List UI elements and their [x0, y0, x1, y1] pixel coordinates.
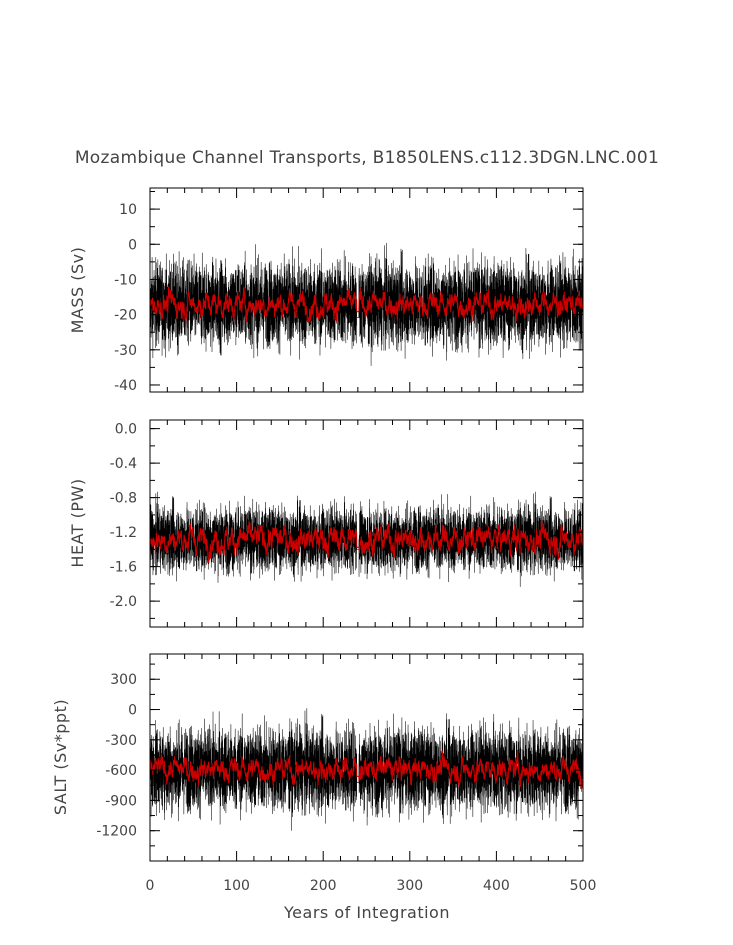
salt-smoothed-series: [150, 749, 583, 789]
salt-y-tick-label: -600: [105, 763, 137, 779]
mass-y-tick-label: -30: [114, 343, 137, 359]
salt-plot-frame: [149, 653, 584, 862]
heat-series-layer: [150, 491, 583, 587]
salt-y-tick-label: 0: [128, 703, 137, 719]
mass-y-tick-label: 0: [128, 237, 137, 253]
panel-mass: 10 0 -10 -20 -30 -40 MASS (Sv): [68, 187, 584, 394]
chart-title: Mozambique Channel Transports, B1850LENS…: [75, 148, 659, 168]
salt-monthly-series: [150, 708, 583, 831]
mass-y-tick-label: -40: [114, 378, 137, 394]
x-tick-label: 100: [223, 878, 250, 894]
salt-y-tick-label: -900: [105, 793, 137, 809]
mass-y-tick-label: -10: [114, 272, 137, 288]
salt-y-tick-label: -300: [105, 733, 137, 749]
heat-y-tick-label: 0.0: [115, 422, 137, 438]
heat-plot-frame: [149, 419, 584, 628]
x-tick-label: 0: [146, 878, 155, 894]
mass-monthly-series: [150, 242, 583, 366]
mass-smoothed-series: [150, 286, 583, 323]
panel-salt: 300 0 -300 -600 -900 -1200 SALT (Sv*ppt): [51, 653, 584, 862]
mass-y-axis-label: MASS (Sv): [68, 247, 87, 334]
x-tick-label: 200: [310, 878, 337, 894]
salt-ticks-layer: 300 0 -300 -600 -900 -1200: [96, 654, 584, 862]
heat-y-tick-label: -2.0: [110, 594, 137, 610]
heat-y-tick-label: -0.8: [110, 491, 137, 507]
heat-y-axis-label: HEAT (PW): [68, 478, 87, 567]
mass-ticks-layer: 10 0 -10 -20 -30 -40: [114, 188, 584, 394]
mass-y-tick-label: -20: [114, 308, 137, 324]
mass-y-tick-label: 10: [119, 202, 137, 218]
heat-smoothed-series: [150, 519, 583, 563]
heat-y-tick-label: -0.4: [110, 456, 137, 472]
salt-series-layer: [150, 708, 583, 831]
heat-y-tick-label: -1.6: [110, 560, 137, 576]
x-tick-label: 500: [570, 878, 597, 894]
mass-series-layer: [150, 242, 583, 366]
x-tick-label: 400: [483, 878, 510, 894]
salt-y-tick-label: 300: [110, 672, 137, 688]
x-tick-label: 300: [396, 878, 423, 894]
heat-ticks-layer: 0.0 -0.4 -0.8 -1.2 -1.6 -2.0: [110, 420, 584, 627]
salt-y-tick-label: -1200: [96, 824, 137, 840]
heat-y-tick-label: -1.2: [110, 525, 137, 541]
salt-y-axis-label: SALT (Sv*ppt): [51, 699, 70, 815]
mass-plot-frame: [149, 187, 584, 393]
heat-monthly-series: [150, 491, 583, 587]
x-axis-label: Years of Integration: [283, 903, 450, 922]
panel-heat: 0.0 -0.4 -0.8 -1.2 -1.6 -2.0 HEAT (PW): [68, 419, 584, 628]
x-axis-tick-labels: 0 100 200 300 400 500: [146, 878, 597, 894]
